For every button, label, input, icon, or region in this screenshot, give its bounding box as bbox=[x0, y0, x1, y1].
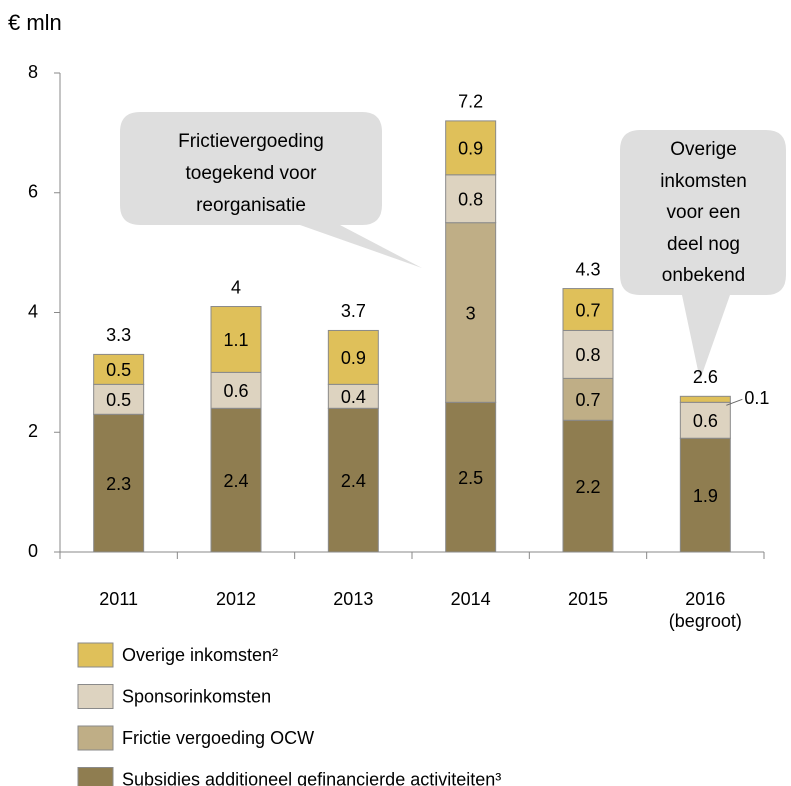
total-label: 7.2 bbox=[458, 92, 483, 112]
x-tick-label: 2015 bbox=[567, 589, 609, 609]
total-label: 4.3 bbox=[575, 259, 600, 279]
bar-segment bbox=[562, 288, 614, 331]
bar-segment bbox=[210, 306, 262, 373]
total-label: 3.3 bbox=[106, 325, 131, 345]
segment-label: 0.7 bbox=[575, 390, 600, 410]
segment-label: 0.9 bbox=[341, 348, 366, 368]
annotation: Overige inkomsten voor een deel nog onbe… bbox=[660, 139, 747, 286]
segment-label: 3 bbox=[466, 303, 476, 323]
bar-segment bbox=[679, 437, 731, 553]
bar-segment bbox=[210, 371, 262, 409]
bar-segment bbox=[93, 353, 145, 385]
segment-label: 0.6 bbox=[693, 411, 718, 431]
x-tick-label: 2016 (begroot) bbox=[668, 589, 742, 631]
segment-label: 0.6 bbox=[223, 381, 248, 401]
callout-bubble bbox=[620, 130, 786, 380]
bar-segment bbox=[679, 395, 731, 403]
bar-segment bbox=[445, 222, 497, 403]
y-tick-label: 4 bbox=[28, 301, 38, 321]
segment-label: 0.7 bbox=[575, 300, 600, 320]
y-tick-label: 6 bbox=[28, 182, 38, 202]
bar-segment bbox=[327, 329, 379, 385]
segment-label: 2.4 bbox=[341, 471, 366, 491]
legend-swatch bbox=[77, 684, 114, 709]
segment-label: 0.1 bbox=[744, 388, 769, 408]
legend-swatch bbox=[77, 642, 114, 668]
legend-label: Frictie vergoeding OCW bbox=[122, 728, 314, 748]
callout-bubble bbox=[120, 112, 422, 268]
segment-label: 0.8 bbox=[575, 345, 600, 365]
segment-label: 1.9 bbox=[693, 486, 718, 506]
annotation: Frictievergoeding toegekend voor reorgan… bbox=[178, 131, 324, 216]
legend-label: Subsidies additioneel gefinancierde acti… bbox=[122, 769, 501, 786]
y-axis-label: € mln bbox=[8, 10, 62, 35]
segment-label: 0.4 bbox=[341, 387, 366, 407]
legend-label: Sponsorinkomsten bbox=[122, 686, 271, 706]
segment-label: 2.4 bbox=[223, 471, 248, 491]
total-label: 4 bbox=[231, 277, 241, 297]
segment-label: 1.1 bbox=[223, 330, 248, 350]
legend-swatch bbox=[77, 767, 114, 786]
x-tick-label: 2013 bbox=[333, 589, 374, 609]
x-tick-label: 2011 bbox=[99, 589, 139, 609]
bar-segment bbox=[679, 401, 731, 439]
bar-segment bbox=[562, 329, 614, 379]
y-tick-label: 2 bbox=[28, 421, 38, 441]
legend-swatch bbox=[77, 725, 114, 751]
total-label: 2.6 bbox=[693, 367, 718, 387]
bar-segment bbox=[445, 401, 497, 553]
segment-label: 2.5 bbox=[458, 468, 483, 488]
bar-segment bbox=[562, 419, 614, 553]
y-tick-label: 8 bbox=[28, 62, 38, 82]
legend-label: Overige inkomsten² bbox=[122, 645, 278, 665]
segment-label: 0.8 bbox=[458, 189, 483, 209]
segment-label: 2.3 bbox=[106, 474, 131, 494]
bar-segment bbox=[445, 174, 497, 224]
segment-label: 0.5 bbox=[106, 360, 131, 380]
bar-segment bbox=[445, 120, 497, 176]
bar-segment bbox=[327, 407, 379, 553]
x-tick-label: 2012 bbox=[215, 589, 257, 609]
total-label: 3.7 bbox=[341, 301, 366, 321]
segment-label: 0.9 bbox=[458, 139, 483, 159]
x-tick-label: 2014 bbox=[450, 589, 491, 609]
bar-segment bbox=[562, 377, 614, 421]
y-tick-label: 0 bbox=[28, 541, 38, 561]
segment-label: 2.2 bbox=[575, 477, 600, 497]
segment-label: 0.5 bbox=[106, 390, 131, 410]
leader-line bbox=[726, 398, 743, 406]
bar-segment bbox=[210, 407, 262, 553]
